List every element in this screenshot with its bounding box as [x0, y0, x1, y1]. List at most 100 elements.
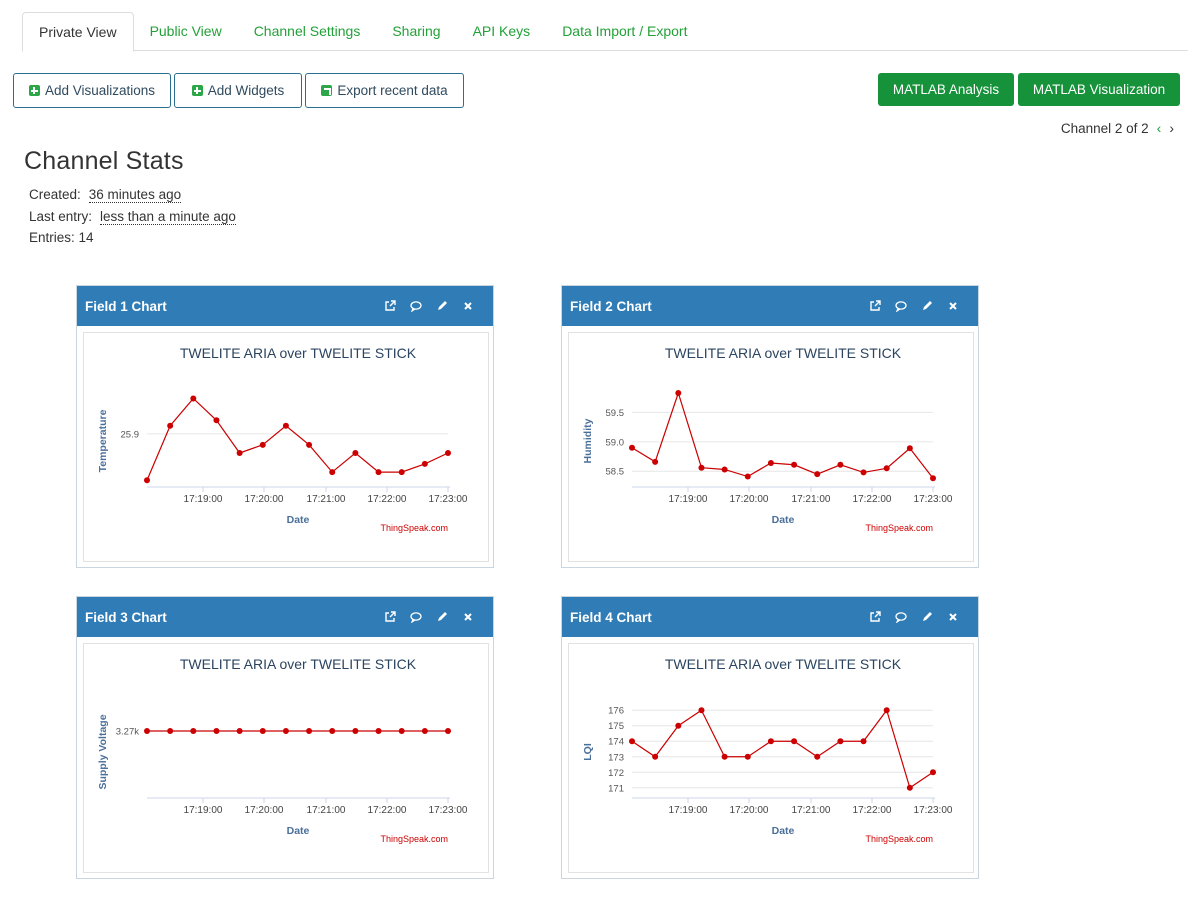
widget-title: Field 1 Chart [85, 298, 167, 314]
x-tick-label: 17:22:00 [853, 805, 892, 816]
data-point [306, 728, 313, 734]
data-point [930, 769, 936, 776]
comment-icon[interactable] [894, 610, 908, 624]
data-point [259, 441, 266, 448]
comment-icon[interactable] [894, 299, 908, 313]
chart-title: TWELITE ARIA over TWELITE STICK [180, 345, 417, 361]
tab-sharing[interactable]: Sharing [392, 23, 441, 39]
tab-data-import-export[interactable]: Data Import / Export [562, 23, 688, 39]
x-tick-label: 17:21:00 [792, 805, 831, 816]
data-point [190, 395, 197, 402]
y-tick-label: 58.5 [606, 467, 625, 478]
export-recent-data-label: Export recent data [337, 83, 448, 98]
external-link-icon[interactable] [868, 299, 882, 313]
series-line [631, 391, 934, 479]
widget-header: Field 2 Chart [562, 286, 978, 326]
x-tick-label: 17:21:00 [307, 494, 346, 505]
pencil-icon[interactable] [435, 610, 449, 624]
stat-created-label: Created: [29, 187, 81, 202]
chart-credit: ThingSpeak.com [865, 523, 933, 533]
x-tick-label: 17:22:00 [368, 805, 407, 816]
chevron-right-icon[interactable]: › [1169, 120, 1174, 136]
y-tick-label: 176 [608, 706, 624, 717]
tab-bar: Private View Public View Channel Setting… [22, 12, 1188, 52]
x-tick-label: 17:23:00 [429, 805, 468, 816]
external-link-icon[interactable] [383, 299, 397, 313]
data-point [698, 707, 705, 714]
data-point [837, 461, 844, 468]
data-point [652, 753, 659, 760]
chevron-left-icon[interactable]: ‹ [1156, 120, 1162, 136]
x-axis-label: Date [287, 825, 310, 837]
data-point [791, 461, 798, 468]
data-point [883, 465, 890, 472]
data-point [144, 728, 150, 734]
stat-entries: Entries: 14 [29, 230, 94, 245]
y-axis-label: Temperature [97, 409, 109, 472]
data-point [791, 738, 798, 745]
channel-pager-label: Channel 2 of 2 [1060, 120, 1149, 136]
data-point [744, 473, 751, 480]
data-point [721, 466, 728, 473]
data-point [352, 728, 359, 734]
tab-private-view[interactable]: Private View [22, 12, 134, 52]
pencil-icon[interactable] [920, 610, 934, 624]
close-icon[interactable] [461, 610, 475, 624]
close-icon[interactable] [946, 610, 960, 624]
chart-area: TWELITE ARIA over TWELITE STICK 176 175 174… [568, 643, 974, 873]
add-widgets-button[interactable]: Add Widgets [174, 73, 302, 108]
field-1-chart-widget: Field 1 Chart TWELITE ARIA over TWELITE … [76, 285, 494, 568]
comment-icon[interactable] [409, 299, 423, 313]
y-tick-label: 25.9 [121, 429, 140, 440]
chart-area: TWELITE ARIA over TWELITE STICK 3.27k 17:1… [83, 643, 489, 873]
x-tick-label: 17:21:00 [792, 494, 831, 505]
data-point [306, 441, 313, 448]
x-axis-label: Date [287, 514, 310, 526]
data-point [167, 728, 174, 734]
data-point [375, 728, 382, 734]
y-tick-label: 59.0 [606, 437, 625, 448]
page-title: Channel Stats [24, 147, 184, 175]
y-tick-label: 59.5 [606, 408, 625, 419]
data-point [629, 444, 635, 451]
stat-last-entry-label: Last entry: [29, 209, 93, 224]
export-icon [321, 85, 333, 96]
data-point [398, 469, 405, 476]
tab-channel-settings[interactable]: Channel Settings [253, 23, 361, 39]
close-icon[interactable] [946, 299, 960, 313]
data-point [213, 417, 220, 424]
widget-title: Field 2 Chart [570, 298, 652, 314]
data-point [282, 728, 289, 734]
data-point [190, 728, 197, 734]
data-point [167, 422, 174, 429]
x-tick-label: 17:23:00 [914, 494, 953, 505]
export-recent-data-button[interactable]: Export recent data [305, 73, 464, 108]
tab-public-view[interactable]: Public View [149, 23, 222, 39]
chart-title: TWELITE ARIA over TWELITE STICK [180, 656, 417, 672]
tab-api-keys[interactable]: API Keys [472, 23, 531, 39]
matlab-visualization-button[interactable]: MATLAB Visualization [1018, 73, 1180, 106]
data-point [906, 445, 913, 452]
x-axis-label: Date [772, 825, 795, 837]
x-tick-label: 17:20:00 [730, 494, 769, 505]
x-tick-label: 17:21:00 [307, 805, 346, 816]
data-point [375, 469, 382, 476]
pencil-icon[interactable] [435, 299, 449, 313]
comment-icon[interactable] [409, 610, 423, 624]
add-visualizations-button[interactable]: Add Visualizations [13, 73, 171, 108]
data-point [767, 738, 774, 745]
x-tick-label: 17:19:00 [669, 805, 708, 816]
x-tick-label: 17:22:00 [853, 494, 892, 505]
field-3-chart-widget: Field 3 Chart TWELITE ARIA over TWELITE … [76, 596, 494, 879]
external-link-icon[interactable] [868, 610, 882, 624]
external-link-icon[interactable] [383, 610, 397, 624]
line-chart: TWELITE ARIA over TWELITE STICK 59.5 59.0 5… [582, 345, 953, 533]
chart-title: TWELITE ARIA over TWELITE STICK [665, 345, 902, 361]
pencil-icon[interactable] [920, 299, 934, 313]
data-point [329, 728, 336, 734]
close-icon[interactable] [461, 299, 475, 313]
data-point [814, 471, 821, 478]
matlab-analysis-button[interactable]: MATLAB Analysis [878, 73, 1014, 106]
line-chart: TWELITE ARIA over TWELITE STICK 25.9 17:19… [97, 345, 468, 533]
y-tick-label: 175 [608, 721, 624, 732]
